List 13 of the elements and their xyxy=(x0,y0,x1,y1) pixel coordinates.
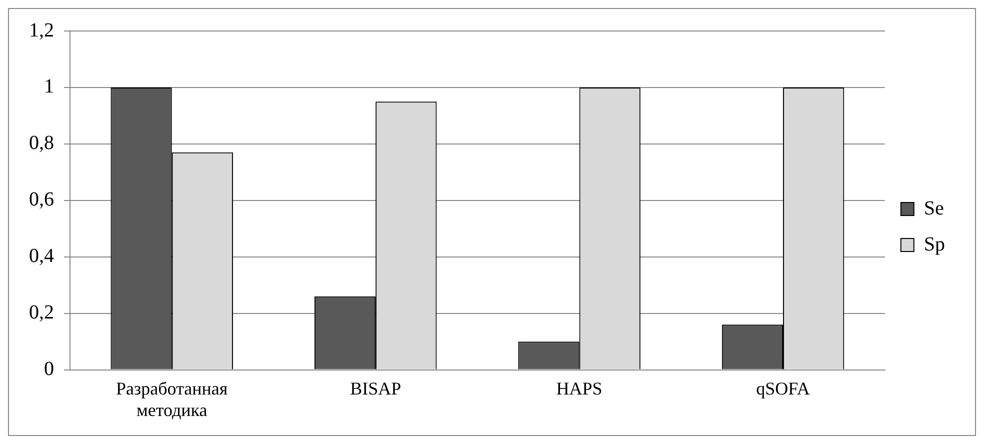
x-tick-label: HAPS xyxy=(556,378,602,398)
x-tick-label: BISAP xyxy=(350,378,402,398)
y-tick-label: 0,2 xyxy=(29,302,54,324)
y-tick-label: 1 xyxy=(44,76,54,98)
legend-label: Se xyxy=(924,197,944,220)
y-tick-label: 0,8 xyxy=(29,132,54,154)
x-tick-label: qSOFA xyxy=(756,378,810,398)
legend-label: Sp xyxy=(924,233,945,256)
y-tick-label: 0,4 xyxy=(29,245,54,268)
y-tick-label: 1,2 xyxy=(29,19,54,42)
x-tick-label: Разработанная методика xyxy=(116,378,228,420)
y-tick-label: 0 xyxy=(44,358,54,380)
y-tick-label: 0,6 xyxy=(29,188,54,211)
